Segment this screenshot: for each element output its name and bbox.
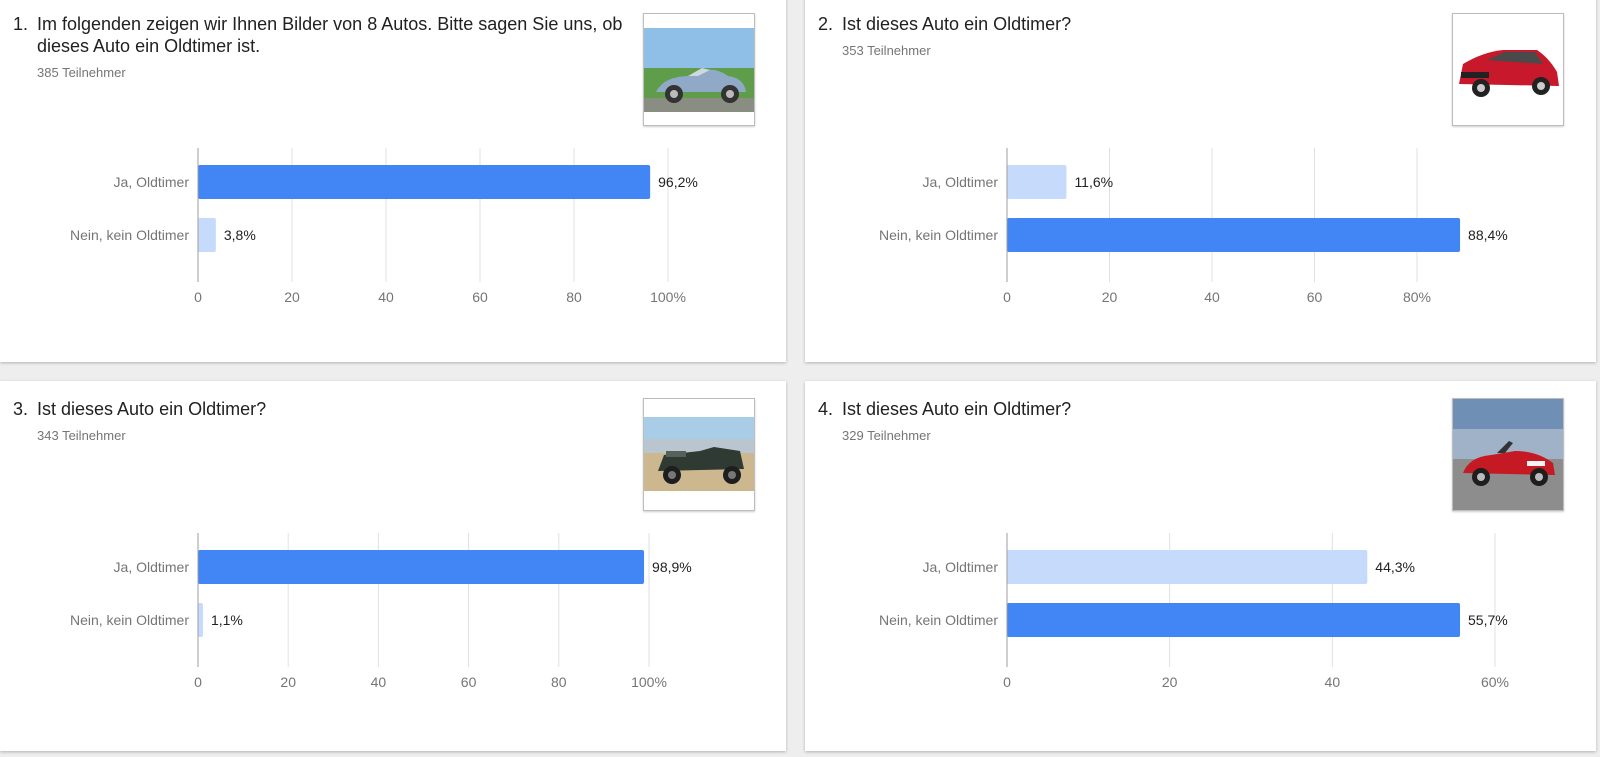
participant-count: 329 Teilnehmer xyxy=(842,428,931,443)
question-title: 4. Ist dieses Auto ein Oldtimer? xyxy=(818,398,1430,420)
question-card-2: 2. Ist dieses Auto ein Oldtimer? 353 Tei… xyxy=(805,0,1596,362)
question-text: Ist dieses Auto ein Oldtimer? xyxy=(842,399,1072,419)
question-title: 1. Im folgenden zeigen wir Ihnen Bilder … xyxy=(13,13,625,57)
tick-label: 0 xyxy=(194,674,202,690)
participant-count: 353 Teilnehmer xyxy=(842,43,931,58)
tick-label: 80% xyxy=(1403,289,1431,305)
value-label: 88,4% xyxy=(1468,227,1508,243)
value-label: 96,2% xyxy=(658,174,698,190)
tick-label: 60% xyxy=(1481,674,1509,690)
category-label: Nein, kein Oldtimer xyxy=(879,612,998,628)
bar xyxy=(1007,603,1461,637)
tick-label: 0 xyxy=(194,289,202,305)
bar xyxy=(198,218,216,252)
car-thumbnail[interactable] xyxy=(1452,398,1564,511)
value-label: 11,6% xyxy=(1074,174,1113,190)
bar xyxy=(198,165,651,199)
light-blue-classic-roadster-photo xyxy=(644,28,754,112)
category-label: Nein, kein Oldtimer xyxy=(879,227,998,243)
bar-chart: 0 20 40 60 80% Ja, Oldtimer 11,6% Nein, kein Ol… xyxy=(879,148,1508,305)
question-title: 2. Ist dieses Auto ein Oldtimer? xyxy=(818,13,1430,35)
tick-label: 20 xyxy=(1102,289,1118,305)
category-label: Ja, Oldtimer xyxy=(923,174,999,190)
value-label: 1,1% xyxy=(211,612,243,628)
value-label: 98,9% xyxy=(652,559,692,575)
category-label: Nein, kein Oldtimer xyxy=(70,612,189,628)
tick-label: 20 xyxy=(284,289,300,305)
question-number: 1. xyxy=(13,14,29,34)
question-card-1: 1. Im folgenden zeigen wir Ihnen Bilder … xyxy=(0,0,786,362)
bar xyxy=(1007,550,1368,584)
question-text: Im folgenden zeigen wir Ihnen Bilder von… xyxy=(37,14,623,56)
dark-green-vintage-open-car-photo xyxy=(644,417,754,491)
question-text: Ist dieses Auto ein Oldtimer? xyxy=(842,14,1072,34)
tick-label: 80 xyxy=(566,289,582,305)
question-number: 3. xyxy=(13,399,29,419)
red-hatchback-photo xyxy=(1453,14,1563,125)
value-label: 55,7% xyxy=(1468,612,1508,628)
tick-label: 40 xyxy=(378,289,394,305)
participant-count: 343 Teilnehmer xyxy=(37,428,126,443)
tick-label: 60 xyxy=(472,289,488,305)
value-label: 44,3% xyxy=(1375,559,1415,575)
tick-label: 100% xyxy=(631,674,667,690)
question-title: 3. Ist dieses Auto ein Oldtimer? xyxy=(13,398,625,420)
tick-label: 40 xyxy=(371,674,387,690)
category-label: Ja, Oldtimer xyxy=(923,559,999,575)
tick-label: 40 xyxy=(1204,289,1220,305)
tick-label: 40 xyxy=(1325,674,1341,690)
question-card-4: 4. Ist dieses Auto ein Oldtimer? 329 Tei… xyxy=(805,381,1596,751)
tick-label: 20 xyxy=(280,674,296,690)
tick-label: 60 xyxy=(1307,289,1323,305)
tick-label: 0 xyxy=(1003,289,1011,305)
car-thumbnail[interactable] xyxy=(1452,13,1564,126)
bar-chart: 0 20 40 60 80 100% Ja, Oldtimer 98,9% Nein, kein… xyxy=(70,533,692,690)
bar xyxy=(198,603,203,637)
bar xyxy=(198,550,645,584)
tick-label: 60 xyxy=(461,674,477,690)
tick-label: 80 xyxy=(551,674,567,690)
question-card-3: 3. Ist dieses Auto ein Oldtimer? 343 Tei… xyxy=(0,381,786,751)
category-label: Ja, Oldtimer xyxy=(114,174,190,190)
question-text: Ist dieses Auto ein Oldtimer? xyxy=(37,399,267,419)
bar xyxy=(1007,218,1461,252)
red-convertible-roadster-photo xyxy=(1453,399,1563,510)
question-number: 4. xyxy=(818,399,834,419)
category-label: Nein, kein Oldtimer xyxy=(70,227,189,243)
tick-label: 20 xyxy=(1162,674,1178,690)
tick-label: 100% xyxy=(650,289,686,305)
category-label: Ja, Oldtimer xyxy=(114,559,190,575)
car-thumbnail[interactable] xyxy=(643,13,755,126)
tick-label: 0 xyxy=(1003,674,1011,690)
car-thumbnail[interactable] xyxy=(643,398,755,511)
bar xyxy=(1007,165,1067,199)
bar-chart: 0 20 40 60% Ja, Oldtimer 44,3% Nein, kein Oldt… xyxy=(879,533,1509,690)
question-number: 2. xyxy=(818,14,834,34)
participant-count: 385 Teilnehmer xyxy=(37,65,126,80)
value-label: 3,8% xyxy=(224,227,256,243)
bar-chart: 0 20 40 60 80 100% Ja, Oldtimer 96,2% Nein, kein… xyxy=(70,148,698,305)
